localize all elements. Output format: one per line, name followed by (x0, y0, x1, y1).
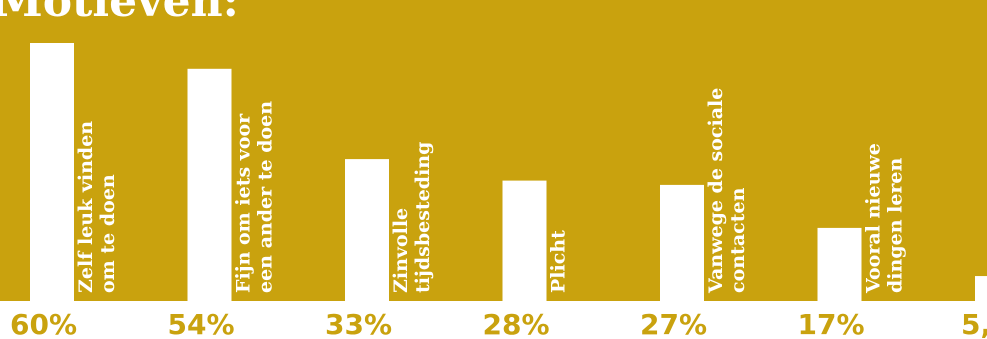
category-label-line: Zelf leuk vinden (75, 121, 97, 293)
bar-7 (975, 276, 987, 301)
value-label-1: 60% (10, 308, 77, 339)
value-label-3: 33% (325, 308, 392, 339)
category-label-1: Zelf leuk vindenom te doen (75, 121, 119, 293)
bar-2 (187, 68, 232, 301)
category-label-line: dingen leren (885, 157, 907, 293)
category-label-line: tijdsbesteding (412, 142, 434, 293)
value-label-4: 28% (483, 308, 550, 339)
category-label-line: om te doen (97, 174, 119, 293)
category-label-line: een ander te doen (255, 101, 277, 293)
category-label-line: Plicht (548, 230, 570, 293)
category-label-5: Vanwege de socialecontacten (705, 88, 749, 294)
chart-title: Motieven: (0, 0, 239, 27)
category-label-3: Zinvolletijdsbesteding (390, 142, 434, 293)
value-label-6: 17% (798, 308, 865, 339)
value-label-5: 27% (640, 308, 707, 339)
bar-5 (660, 184, 704, 301)
category-label-line: contacten (727, 187, 749, 293)
bar-3 (345, 159, 389, 301)
category-label-6: Vooral nieuwedingen leren (863, 143, 907, 294)
category-label-4: Plicht (548, 230, 570, 293)
category-label-2: Fijn om iets vooreen ander te doen (233, 101, 277, 293)
bar-1 (30, 43, 74, 301)
bar-6 (817, 227, 862, 301)
category-label-line: Vooral nieuwe (863, 143, 885, 294)
bar-4 (502, 180, 547, 301)
category-label-line: Vanwege de sociale (705, 88, 727, 294)
value-label-2: 54% (168, 308, 235, 339)
value-label-7: 5,8% (961, 308, 987, 339)
category-label-line: Zinvolle (390, 208, 412, 293)
category-label-line: Fijn om iets voor (233, 113, 255, 293)
